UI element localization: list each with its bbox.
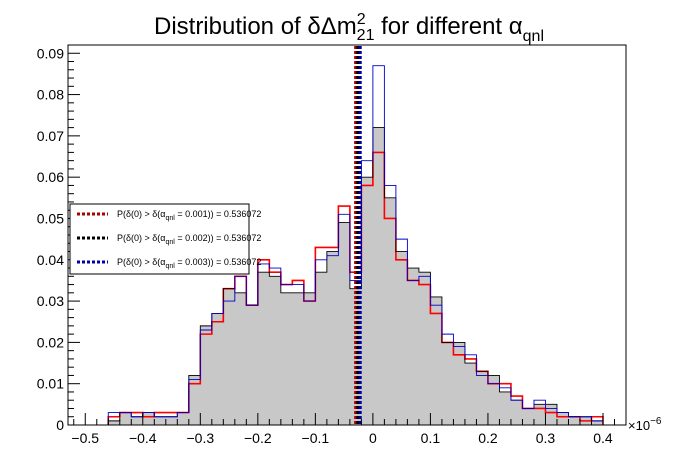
x-tick-label: −0.4 (129, 430, 157, 446)
x-axis-multiplier: ×10−6 (628, 416, 662, 433)
axes: −0.5 −0.4 −0.3 −0.2 −0.1 0 0.1 0.2 0.3 0.4 0 0.01 0.… (37, 44, 627, 446)
legend: P(δ(0) > δ(αqnl = 0.001)) = 0.536072 P(δ(… (69, 203, 261, 275)
chart-title: Distribution of δΔm2 21 for different αqn… (154, 11, 544, 45)
x-tick-label: 0.4 (593, 430, 613, 446)
y-tick-label: 0.01 (37, 376, 64, 392)
x-tick-label: 0.3 (536, 430, 556, 446)
y-tick-label: 0.05 (37, 210, 64, 226)
x-tick-label: 0 (369, 430, 377, 446)
title-subscript: 21 (357, 27, 375, 44)
legend-label: P(δ(0) > δ(αqnl = 0.003)) = 0.536072 (117, 257, 261, 270)
y-tick-label: 0.06 (37, 169, 64, 185)
x-tick-label: −0.5 (71, 430, 99, 446)
x-tick-label: −0.3 (186, 430, 214, 446)
histogram-fill (108, 127, 603, 425)
y-tick-label: 0.02 (37, 334, 64, 350)
title-superscript: 2 (357, 11, 366, 28)
legend-label: P(δ(0) > δ(αqnl = 0.002)) = 0.536072 (117, 233, 261, 246)
series-line-3 (107, 65, 604, 425)
y-tick-label: 0.09 (37, 45, 64, 61)
plot-area (107, 46, 604, 425)
x-tick-label: −0.1 (302, 430, 330, 446)
x-tick-label: 0.1 (421, 430, 441, 446)
y-tick-label: 0.07 (37, 128, 64, 144)
x-tick-label: −0.2 (244, 430, 272, 446)
x-tick-label: 0.2 (478, 430, 498, 446)
y-tick-label: 0 (56, 417, 64, 433)
legend-label: P(δ(0) > δ(αqnl = 0.001)) = 0.536072 (117, 209, 261, 222)
y-tick-label: 0.08 (37, 87, 64, 103)
y-tick-label: 0.03 (37, 293, 64, 309)
y-tick-label: 0.04 (37, 252, 64, 268)
title-subscript-2: qnl (523, 28, 544, 45)
